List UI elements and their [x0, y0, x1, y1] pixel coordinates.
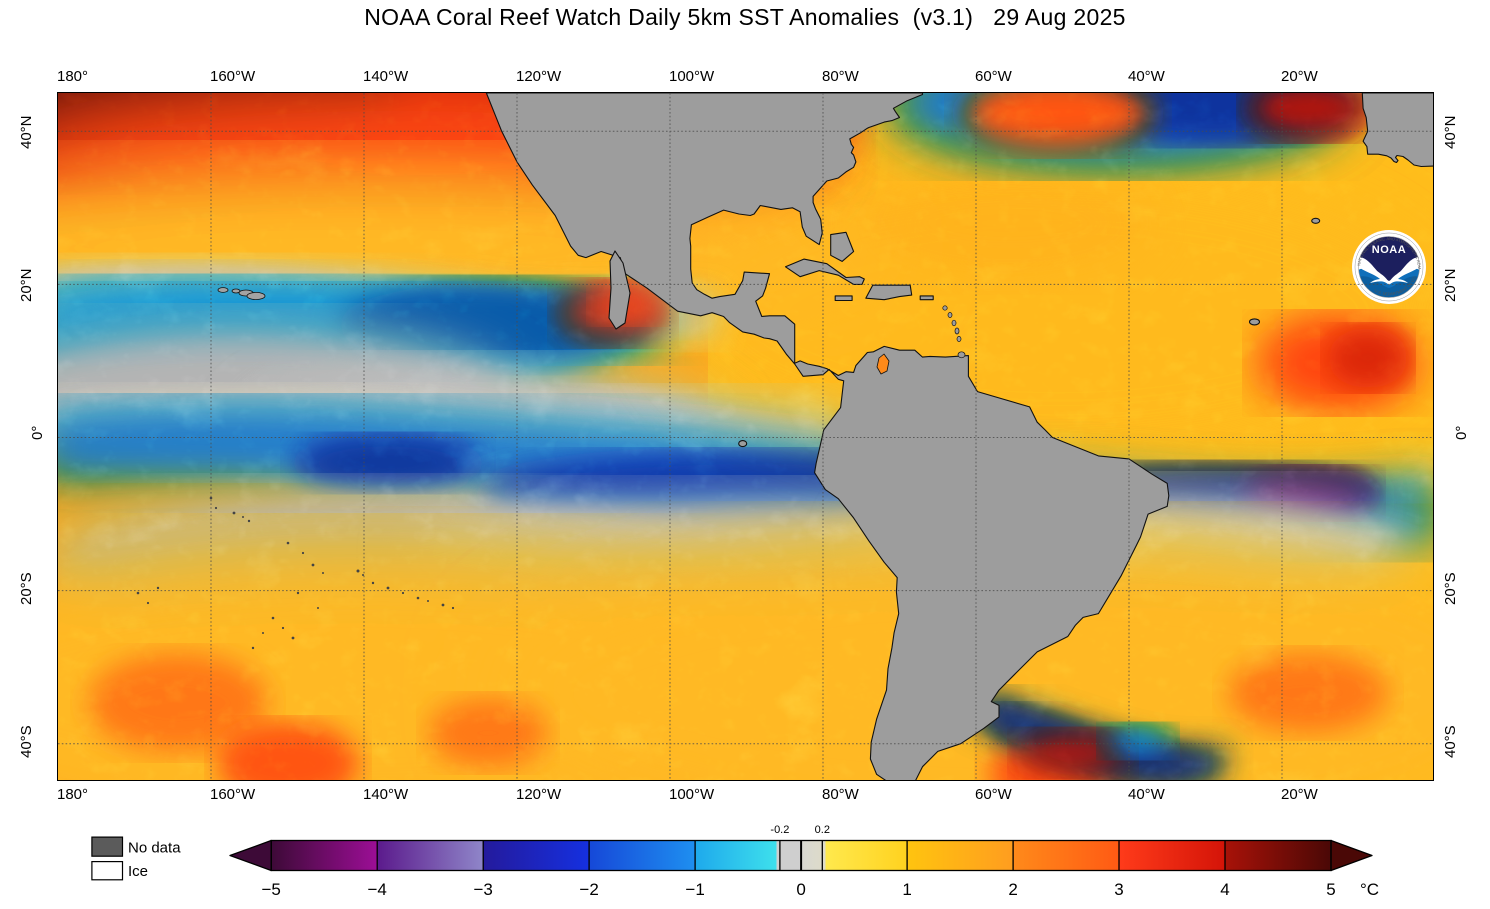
- svg-text:−3: −3: [474, 880, 493, 899]
- svg-text:0: 0: [796, 880, 805, 899]
- svg-text:0.2: 0.2: [815, 824, 830, 836]
- svg-text:2: 2: [1008, 880, 1017, 899]
- svg-text:4: 4: [1220, 880, 1229, 899]
- svg-text:Ice: Ice: [128, 863, 148, 880]
- svg-text:5: 5: [1326, 880, 1335, 899]
- svg-text:°C: °C: [1360, 880, 1379, 899]
- svg-text:-0.2: -0.2: [770, 824, 789, 836]
- svg-text:−1: −1: [685, 880, 704, 899]
- svg-text:−4: −4: [368, 880, 387, 899]
- svg-text:3: 3: [1114, 880, 1123, 899]
- svg-text:No data: No data: [128, 840, 181, 857]
- svg-text:−2: −2: [579, 880, 598, 899]
- svg-text:1: 1: [902, 880, 911, 899]
- svg-text:−5: −5: [262, 880, 281, 899]
